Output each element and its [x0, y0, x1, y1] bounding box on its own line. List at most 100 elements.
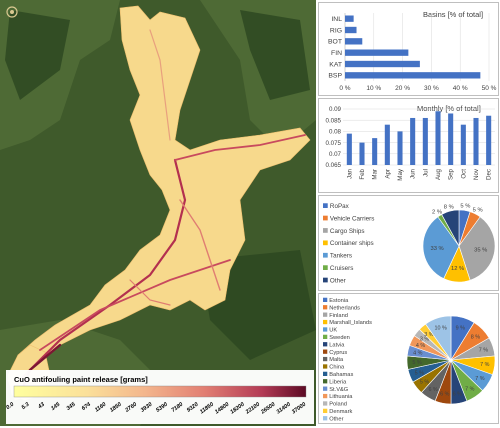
slice-label: 6 %: [440, 391, 449, 397]
pie-slice: [458, 216, 496, 281]
legend-swatch: [323, 379, 328, 384]
bar-inl: [345, 15, 354, 22]
slice-label: 5 %: [412, 360, 421, 366]
legend-label: Liberia: [329, 379, 347, 385]
legend-label: Cyprus: [329, 350, 347, 356]
slice-label: 9 %: [456, 325, 465, 331]
logo-icon: [6, 6, 18, 18]
slice-label: 5 %: [460, 204, 470, 210]
monthly-bar-chart: Monthly [% of total] 0.09 0.085 0.08 0.075 0…: [326, 104, 495, 181]
basins-bar-chart: Basins [% of total] 0 % 10 % 20 % 30 % 40 % 5…: [328, 10, 497, 92]
legend-label: Latvia: [329, 342, 345, 348]
month-label: Jan: [346, 168, 353, 179]
legend-label: Poland: [329, 402, 347, 408]
legend-swatch: [323, 277, 328, 283]
month-label: Dec: [486, 169, 493, 180]
legend-tick-label: 345: [66, 401, 78, 412]
slice-label: 8 %: [471, 334, 480, 340]
legend-label: Malta: [329, 357, 344, 363]
shipping-lanes: [18, 29, 306, 397]
category-label: INL: [331, 16, 342, 23]
legend-title: CuO antifouling paint release [grams]: [14, 375, 148, 384]
month-label: May: [397, 168, 404, 181]
slice-label: 7 %: [480, 362, 489, 368]
slice-label: 5 %: [415, 370, 424, 376]
legend-label: Other: [330, 277, 346, 284]
legend-swatch: [323, 265, 328, 270]
bar-jul: [422, 117, 428, 165]
category-label: BOT: [328, 39, 342, 46]
legend-swatch: [323, 252, 328, 258]
flags-panel: 9 % 8 % 7 % 7 % 7 % 7 % 6 % 6 % 6 % 5 % 5 % 5 % 4 % 4…: [318, 293, 499, 424]
slice-label: 6 %: [453, 391, 462, 397]
bar-feb: [359, 142, 365, 165]
category-label: BSP: [328, 73, 342, 80]
legend-swatch: [323, 297, 328, 302]
legend-label: Finland: [329, 313, 348, 319]
x-tick-label: 50 %: [482, 85, 497, 92]
legend-swatch: [323, 240, 328, 246]
legend-label: UK: [329, 328, 337, 334]
legend-label: Marshall_Islands: [329, 320, 372, 326]
legend-swatch: [323, 386, 328, 391]
monthly-title: Monthly [% of total]: [417, 104, 481, 113]
x-tick-label: 30 %: [424, 85, 439, 92]
legend-label: Cruisers: [330, 265, 353, 272]
month-label: Sep: [448, 168, 455, 180]
legend-label: Cargo Ships: [330, 228, 365, 235]
slice-label: 5 %: [420, 379, 429, 385]
legend-swatch: [323, 349, 328, 354]
dark-forest: [5, 10, 316, 360]
legend-tick-label: 674: [81, 401, 93, 412]
legend-swatch: [323, 408, 328, 413]
emission-map: CuO antifouling paint release [grams] 0.…: [0, 0, 316, 426]
pie-slice: [441, 209, 460, 247]
month-label: Oct: [460, 169, 467, 179]
slice-label: 35 %: [474, 247, 487, 253]
legend-tick-label: 0.0: [5, 401, 16, 411]
y-tick-label: 0.08: [329, 129, 342, 136]
legend-swatch: [323, 305, 328, 310]
legend-label: Bahamas: [329, 372, 353, 378]
legend-label: Estonia: [329, 298, 349, 304]
legend-label: Denmark: [329, 409, 352, 415]
legend-swatch: [323, 401, 328, 406]
ship-types-pie-chart: 5 %5 % 35 % 12 % 33 % 2 %8 % RoPax Vehicle Car…: [323, 203, 496, 284]
y-tick-label: 0.09: [329, 106, 342, 113]
slice-label: 10 %: [435, 326, 447, 332]
bar-apr: [384, 124, 390, 165]
bar-rig: [345, 26, 357, 34]
legend-swatch: [323, 319, 328, 325]
bar-jan: [346, 133, 352, 165]
y-tick-label: 0.07: [329, 151, 342, 158]
x-tick-label: 20 %: [395, 85, 410, 92]
pie-slice: [422, 216, 460, 279]
slice-label: 33 %: [430, 246, 443, 252]
month-label: Aug: [435, 168, 442, 180]
bar-fin: [345, 49, 409, 56]
pie-slice: [425, 315, 452, 361]
legend-label: Lithuania: [329, 394, 353, 400]
x-tick-label: 40 %: [453, 85, 468, 92]
legend-label: China: [329, 365, 345, 371]
y-tick-label: 0.085: [326, 117, 342, 124]
legend-swatch: [323, 371, 328, 376]
legend-swatch: [323, 334, 328, 339]
month-label: Apr: [384, 169, 391, 179]
slice-label: 5 %: [473, 207, 483, 213]
legend-swatch: [323, 364, 328, 369]
legend-colorbar: [13, 385, 307, 398]
legend-label: Tankers: [330, 253, 352, 260]
slice-label: 6 %: [428, 387, 437, 393]
slice-label: 7 %: [475, 376, 484, 382]
slice-label: 8 %: [444, 204, 454, 210]
bar-dec: [486, 115, 492, 165]
flags-pie-chart: 9 %8 %7 %7 %7 %7 %6 %6 %6 %5 %5 %5 %4 %4…: [323, 297, 496, 422]
legend-label: St.V&G: [329, 387, 348, 393]
month-label: Jul: [422, 169, 429, 177]
monthly-panel: Monthly [% of total] 0.09 0.085 0.08 0.075 0…: [318, 98, 499, 193]
x-tick-label: 10 %: [366, 85, 381, 92]
month-label: Nov: [473, 168, 480, 180]
month-label: Feb: [359, 168, 366, 179]
legend-label: Vehicle Carriers: [330, 215, 374, 222]
